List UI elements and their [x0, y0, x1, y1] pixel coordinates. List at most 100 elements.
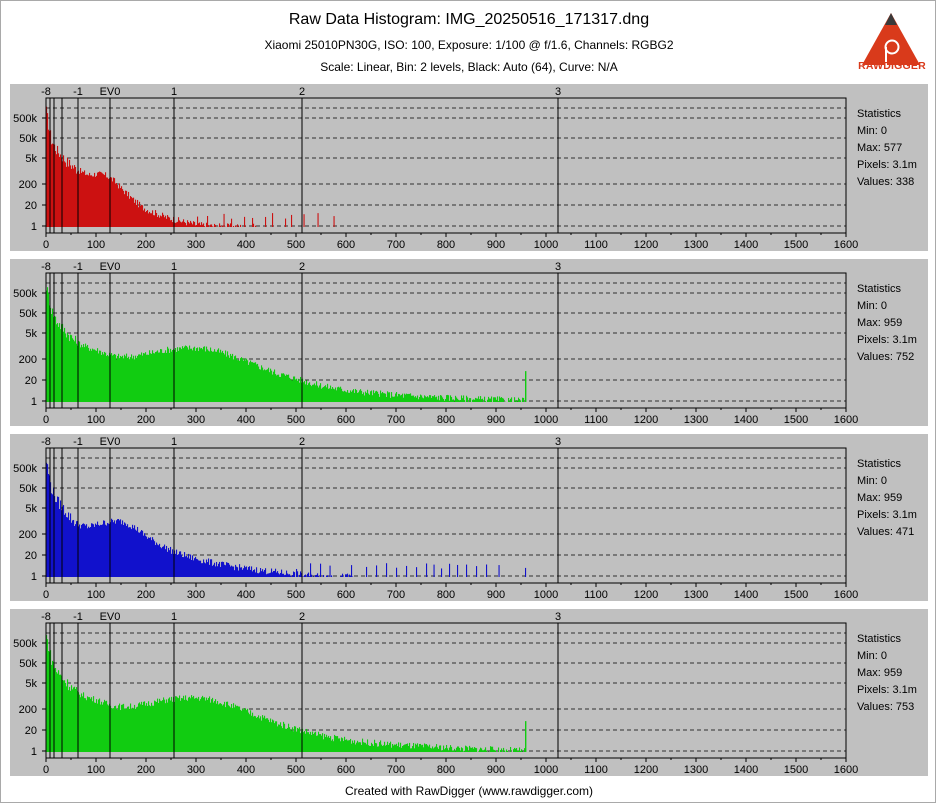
y-tick-label: 20: [25, 375, 37, 387]
histogram-bar: [113, 522, 115, 577]
histogram-bar: [227, 562, 229, 577]
histogram-bar: [105, 701, 107, 752]
histogram-bar: [146, 536, 148, 577]
histogram-bar: [316, 381, 318, 402]
histogram-bar: [366, 392, 368, 402]
histogram-bar: [288, 723, 290, 752]
histogram-bar: [65, 513, 67, 577]
histogram-bar: [315, 385, 317, 402]
x-tick-label: 100: [87, 764, 105, 776]
histogram-bar: [139, 354, 141, 402]
histogram-bar: [119, 520, 121, 577]
histogram-bar: [373, 390, 375, 402]
histogram-bar: [220, 225, 222, 227]
histogram-bar: [516, 748, 518, 752]
histogram-bar: [169, 550, 171, 577]
x-tick-label: 1600: [834, 414, 858, 426]
histogram-bar: [47, 287, 49, 402]
histogram-bar: [363, 392, 365, 402]
histogram-bar: [127, 706, 129, 752]
histogram-bar: [513, 749, 515, 752]
histogram-bar: [135, 199, 137, 227]
histogram-bar: [88, 175, 90, 227]
histogram-bar: [177, 221, 179, 227]
histogram-bar: [349, 392, 351, 402]
histogram-bar: [150, 353, 152, 402]
histogram-bar: [139, 702, 141, 752]
histogram-bar: [430, 395, 432, 402]
histogram-bar: [156, 542, 158, 577]
x-tick-label: 1400: [734, 414, 758, 426]
histogram-bar: [515, 401, 517, 402]
histogram-bar: [113, 354, 115, 402]
histogram-bar: [517, 401, 519, 402]
histogram-bar: [69, 520, 71, 577]
histogram-bar: [196, 348, 198, 402]
footer-credit: Created with RawDigger (www.rawdigger.co…: [344, 784, 594, 798]
histogram-spike: [272, 213, 274, 227]
histogram-bar: [224, 354, 226, 402]
histogram-bar: [392, 396, 394, 402]
y-tick-label: 50k: [19, 308, 37, 320]
histogram-bar: [204, 226, 206, 227]
histogram-bar: [200, 699, 202, 752]
histogram-bar: [423, 747, 425, 752]
histogram-bar: [385, 393, 387, 402]
histogram-bar: [422, 397, 424, 402]
histogram-bar: [64, 161, 66, 227]
histogram-bar: [148, 537, 150, 577]
x-tick-label: 800: [437, 239, 455, 251]
histogram-bar: [128, 706, 130, 752]
histogram-bar: [152, 537, 154, 577]
histogram-spike: [333, 216, 335, 227]
histogram-bar: [280, 722, 282, 752]
histogram-bar: [210, 347, 212, 402]
histogram-bar: [413, 395, 415, 402]
histogram-bar: [175, 696, 177, 752]
histogram-bar: [215, 225, 217, 227]
histogram-bar: [147, 354, 149, 402]
histogram-bar: [396, 392, 398, 402]
histogram-bar: [95, 350, 97, 402]
histogram-bar: [383, 393, 385, 402]
histogram-bar: [214, 701, 216, 752]
histogram-bar: [111, 177, 113, 227]
histogram-bar: [65, 162, 67, 227]
histogram-bar: [300, 571, 302, 577]
histogram-bar: [255, 225, 257, 227]
histogram-bar: [150, 537, 152, 577]
histogram-bar: [149, 350, 151, 402]
histogram-bar: [60, 674, 62, 752]
histogram-bar: [117, 356, 119, 402]
histogram-bar: [174, 550, 176, 577]
histogram-bar: [267, 369, 269, 402]
histogram-bar: [130, 703, 132, 752]
histogram-bar: [188, 697, 190, 752]
histogram-bar: [155, 545, 157, 577]
histogram-bar: [105, 524, 107, 577]
histogram-bar: [439, 400, 441, 402]
histogram-bar: [60, 154, 62, 227]
histogram-bars: [46, 287, 527, 402]
histogram-bar: [290, 575, 292, 577]
histogram-bar: [93, 696, 95, 752]
histogram-bar: [116, 708, 118, 752]
histogram-bar: [153, 215, 155, 227]
histogram-bar: [329, 388, 331, 402]
histogram-bar: [236, 358, 238, 402]
histogram-bar: [367, 389, 369, 402]
statistics-heading: Statistics: [857, 108, 902, 120]
histogram-bar: [309, 576, 311, 577]
histogram-bar: [99, 525, 101, 577]
histogram-bar: [353, 389, 355, 402]
histogram-bar: [473, 399, 475, 402]
histogram-bar: [164, 352, 166, 402]
histogram-bar: [184, 222, 186, 227]
histogram-bar: [263, 717, 265, 752]
histogram-bar: [313, 576, 315, 577]
histogram-bar: [277, 374, 279, 402]
histogram-bar: [285, 728, 287, 752]
histogram-bar: [89, 350, 91, 402]
y-tick-label: 20: [25, 725, 37, 737]
histogram-bar: [296, 731, 298, 752]
